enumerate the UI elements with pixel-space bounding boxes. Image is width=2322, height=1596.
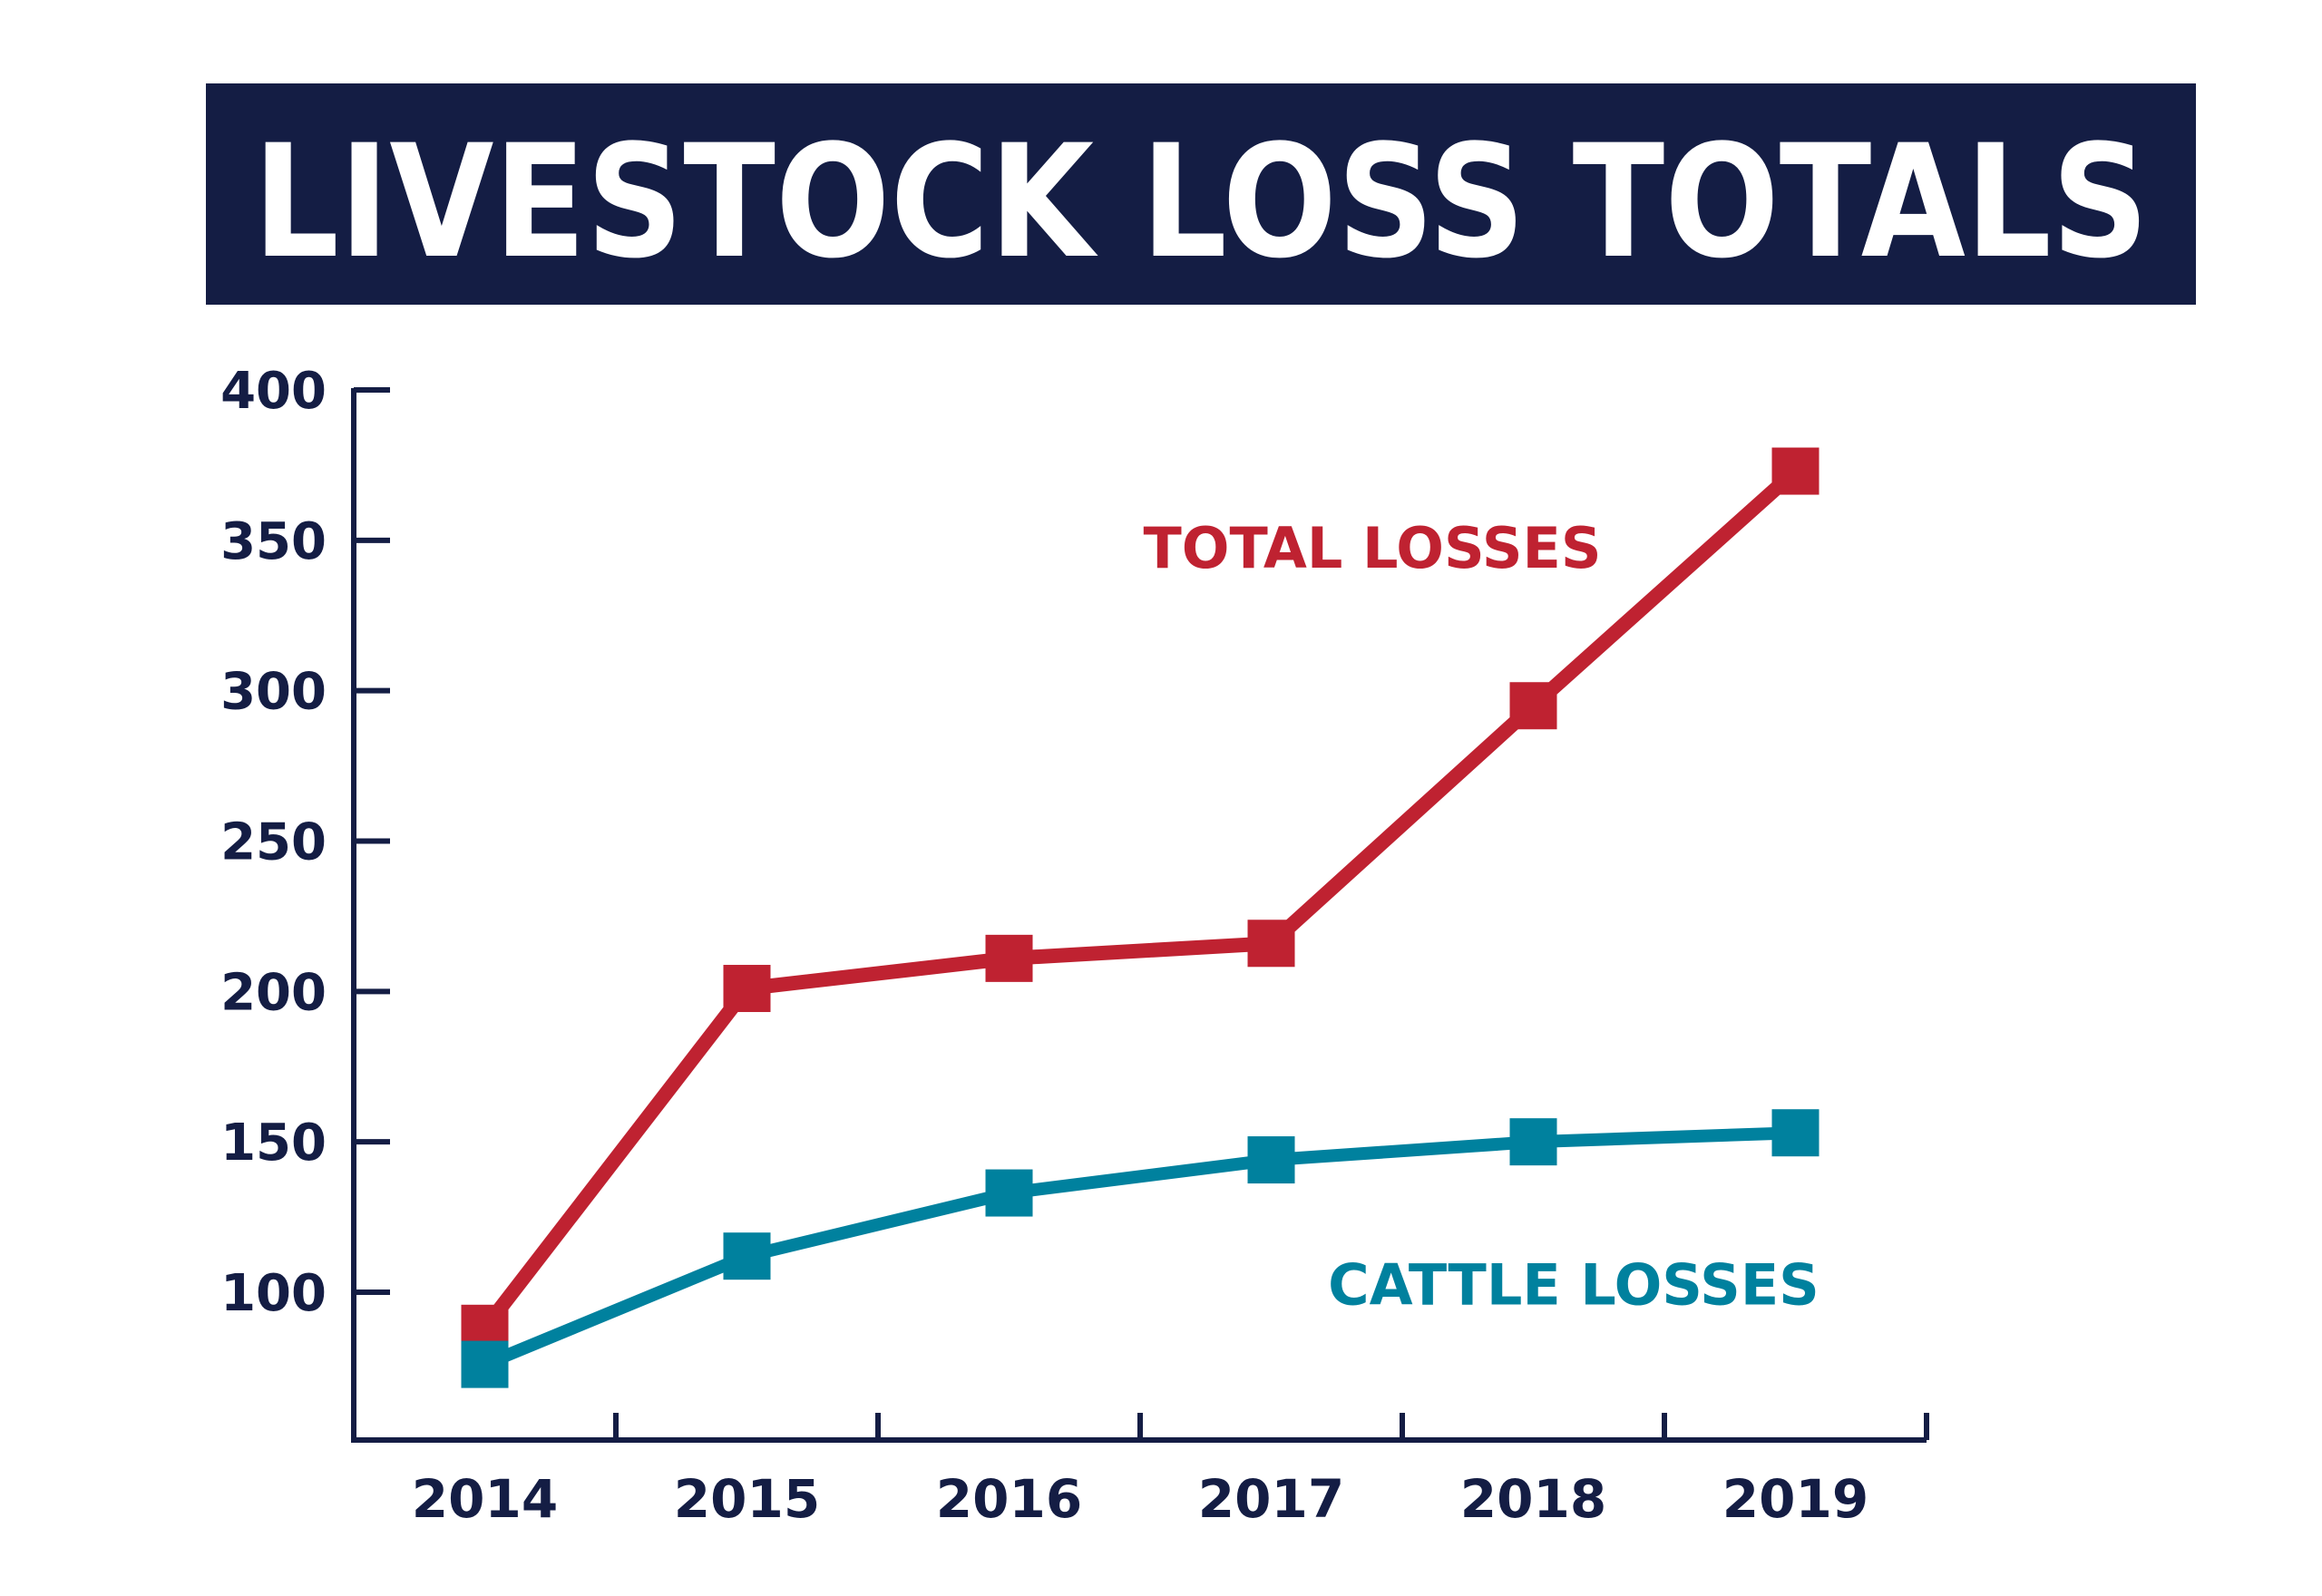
data-point-marker	[723, 965, 771, 1013]
data-point-marker	[461, 1340, 509, 1388]
data-point-marker	[1509, 682, 1557, 730]
x-tick-label: 2019	[1722, 1468, 1868, 1530]
series-line	[482, 1126, 1796, 1371]
data-point-marker	[985, 934, 1033, 982]
data-point-marker	[1247, 920, 1295, 968]
series-labels: TOTAL LOSSES CATTLE LOSSES	[1143, 515, 1819, 1319]
y-tick-label: 400	[220, 362, 327, 421]
x-tick-label: 2015	[674, 1468, 820, 1530]
x-axis-ticks: 2014 2015 2016 2017 2018 2019	[412, 1413, 1929, 1530]
x-tick-label: 2017	[1198, 1468, 1344, 1530]
x-tick-label: 2016	[936, 1468, 1082, 1530]
y-tick-label: 100	[220, 1264, 327, 1323]
series-total-losses	[461, 447, 1820, 1352]
x-tick-label: 2014	[412, 1468, 558, 1530]
y-tick-label: 200	[220, 963, 327, 1022]
series-label: TOTAL LOSSES	[1143, 515, 1601, 581]
chart-title: LIVESTOCK LOSS TOTALS	[253, 111, 2149, 293]
y-tick-label: 350	[220, 512, 327, 571]
data-point-marker	[1771, 1109, 1820, 1157]
x-tick-label: 2018	[1460, 1468, 1606, 1530]
y-tick-label: 250	[220, 813, 327, 872]
data-point-marker	[723, 1232, 771, 1280]
data-point-marker	[1247, 1136, 1295, 1184]
y-tick-label: 150	[220, 1114, 327, 1173]
data-point-marker	[1509, 1118, 1557, 1166]
series-label: CATTLE LOSSES	[1328, 1251, 1820, 1318]
series-cattle-losses	[461, 1109, 1820, 1388]
title-banner: LIVESTOCK LOSS TOTALS	[206, 83, 2196, 305]
title-background	[206, 83, 2196, 305]
series-layer	[461, 447, 1820, 1388]
data-point-marker	[1771, 447, 1820, 495]
series-line	[479, 465, 1800, 1333]
data-point-marker	[985, 1169, 1033, 1217]
y-axis-ticks: 100 150 200 250 300 350 400	[220, 362, 390, 1323]
y-tick-label: 300	[220, 663, 327, 722]
